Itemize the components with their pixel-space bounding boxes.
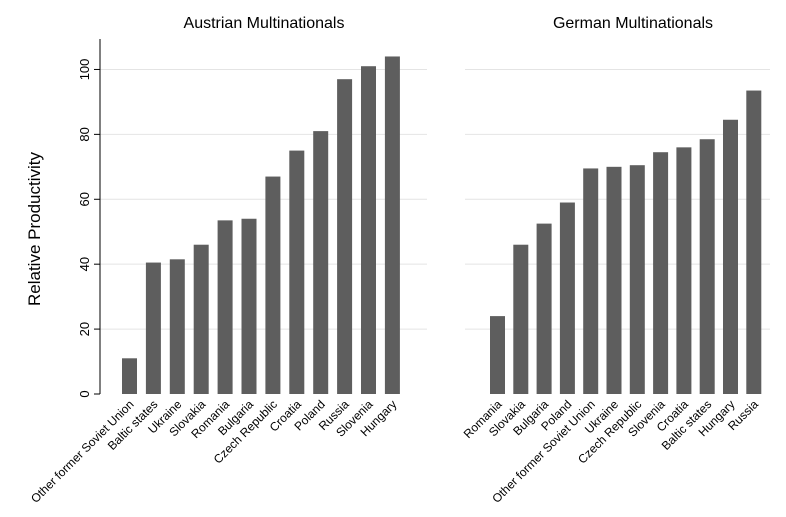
bar-poland	[559, 202, 575, 394]
bar-croatia	[676, 147, 692, 394]
bar-baltic-states	[145, 262, 161, 394]
y-tick-label: 60	[77, 192, 92, 206]
bar-poland	[313, 131, 329, 395]
panel-german: German MultinationalsRomaniaSlovakiaBulg…	[461, 15, 770, 506]
y-tick-label: 40	[77, 257, 92, 271]
panel-austrian: Austrian Multinationals 0 20 40 60 80 100 Other…	[28, 15, 427, 506]
bar-czech-republic	[265, 176, 281, 394]
x-tick-label: Other former Soviet Union	[28, 397, 136, 505]
bar-ukraine	[606, 166, 622, 394]
bar-slovakia	[193, 244, 209, 394]
bar-hungary	[384, 56, 400, 395]
bar-romania	[490, 316, 505, 394]
bar-romania	[217, 220, 233, 394]
bar-slovenia	[361, 66, 376, 394]
bar-russia	[746, 90, 762, 395]
y-axis-label: Relative Productivity	[25, 152, 44, 307]
bar-czech-republic	[629, 165, 645, 394]
y-tick-label: 0	[77, 390, 92, 397]
bar-bulgaria	[536, 223, 552, 394]
bar-bulgaria	[241, 218, 257, 394]
bar-slovenia	[653, 152, 669, 394]
panel-title: Austrian Multinationals	[184, 15, 345, 32]
panel-title: German Multinationals	[553, 15, 713, 32]
bar-ukraine	[169, 259, 185, 394]
bar-russia	[337, 79, 353, 394]
bar-hungary	[723, 119, 738, 394]
bar-other-former-soviet-union	[122, 358, 137, 394]
y-tick-label: 80	[77, 127, 92, 141]
y-tick-label: 100	[77, 59, 92, 81]
bar-slovakia	[513, 244, 529, 394]
y-tick-label: 20	[77, 322, 92, 336]
bar-baltic-states	[699, 139, 715, 394]
bar-croatia	[289, 150, 305, 394]
bar-other-former-soviet-union	[583, 168, 599, 394]
